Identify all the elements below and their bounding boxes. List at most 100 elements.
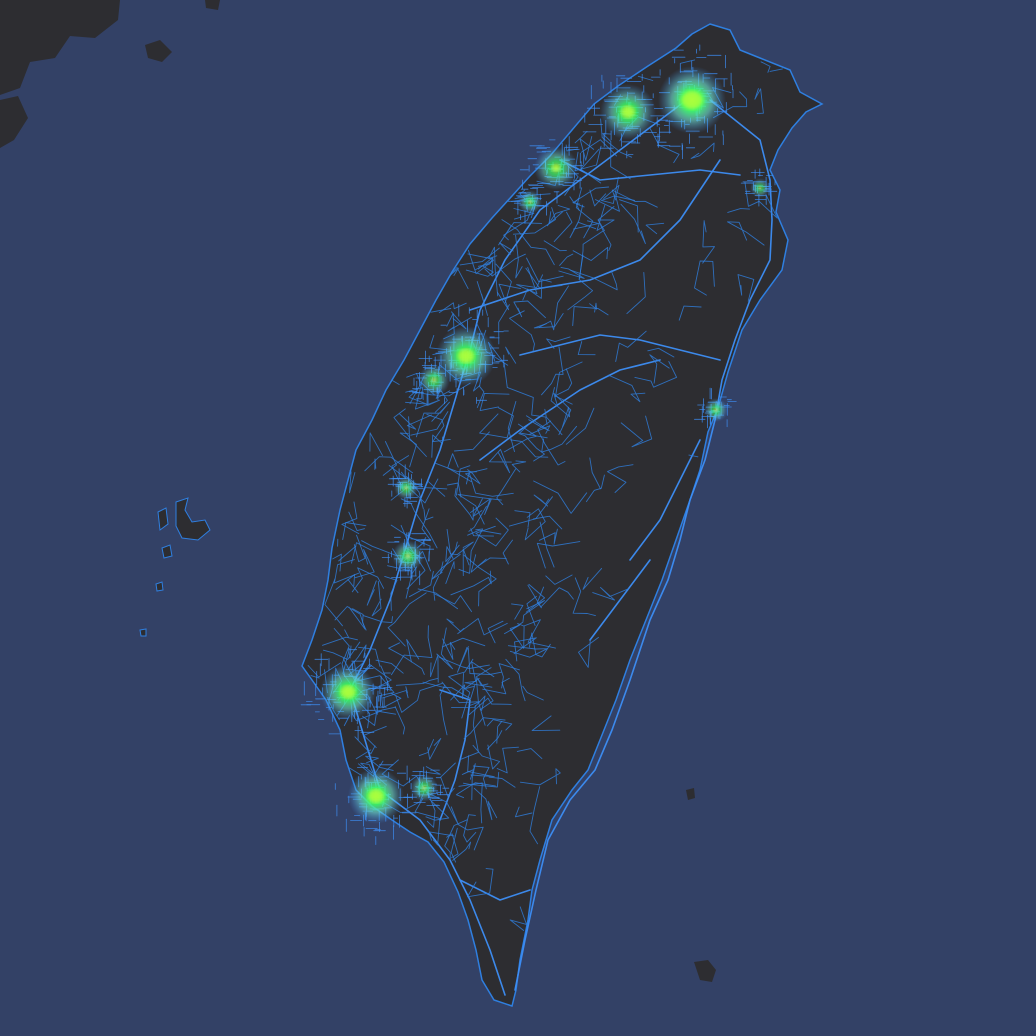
road-segment	[592, 586, 629, 601]
road-segment	[579, 136, 595, 161]
road-segment	[408, 570, 434, 598]
road-segment	[611, 189, 658, 208]
road-segment	[432, 576, 439, 601]
road-segment	[444, 819, 468, 860]
road-segment	[348, 767, 361, 776]
road-segment	[322, 641, 361, 660]
road-segment	[504, 624, 525, 649]
road-segment	[364, 456, 413, 474]
hotspot-yilan	[750, 178, 770, 198]
road-segment	[484, 253, 526, 277]
road-segment	[353, 534, 366, 563]
road-segment	[516, 748, 543, 760]
road-segment	[572, 306, 609, 327]
road-segment	[388, 642, 425, 675]
hotspot-hualien	[704, 398, 728, 422]
road-segment	[615, 330, 647, 362]
road-segment	[514, 99, 773, 991]
road-segment	[380, 692, 402, 709]
road-segment	[395, 677, 439, 686]
road-segment	[338, 545, 357, 562]
road-segment	[472, 744, 501, 770]
road-segment	[499, 242, 514, 255]
road-segment	[607, 464, 634, 493]
road-segment	[487, 620, 504, 644]
road-segment	[458, 528, 484, 574]
road-segment	[702, 220, 715, 264]
road-segment	[578, 636, 599, 668]
road-segment	[418, 739, 435, 757]
road-segment	[441, 681, 481, 706]
road-segment	[462, 548, 470, 577]
road-segment	[354, 736, 376, 755]
road-segment	[455, 465, 471, 496]
road-segment	[426, 791, 436, 828]
road-segment	[362, 615, 393, 624]
road-segment	[554, 361, 583, 398]
road-segment	[575, 203, 585, 211]
road-segment	[509, 310, 535, 352]
road-segment	[513, 300, 546, 319]
road-segment	[553, 392, 572, 436]
road-segment	[544, 408, 563, 436]
road-segment	[589, 189, 607, 207]
hotspot-taoyuan	[600, 84, 656, 140]
road-segment	[375, 659, 404, 674]
road-segment	[608, 374, 646, 403]
road-segment	[434, 593, 473, 613]
hotspot-halo	[704, 398, 728, 422]
road-segment	[573, 220, 599, 230]
road-segment	[451, 695, 486, 712]
road-segment	[572, 186, 610, 205]
road-segment	[574, 130, 588, 144]
road-segment	[637, 75, 654, 81]
hotspot-pingtung	[410, 774, 438, 802]
road-segment	[354, 549, 375, 579]
road-segment	[446, 528, 474, 556]
road-segment	[507, 645, 548, 658]
road-segment	[417, 588, 459, 610]
hotspot-core	[457, 349, 475, 363]
road-segment	[680, 59, 696, 64]
road-segment	[384, 575, 398, 611]
road-segment	[737, 274, 755, 302]
road-segment	[533, 494, 550, 507]
road-segment	[649, 354, 670, 384]
road-segment	[322, 629, 358, 646]
road-segment	[371, 580, 382, 617]
road-segment	[446, 482, 462, 498]
road-segment	[486, 730, 503, 750]
road-segment	[410, 411, 449, 436]
road-segment	[497, 283, 521, 311]
road-segment	[465, 472, 514, 497]
road-segment	[634, 361, 678, 388]
road-segment	[341, 501, 360, 535]
road-segment	[541, 425, 578, 453]
road-segment	[427, 737, 442, 760]
road-segment	[579, 230, 604, 279]
road-segment	[438, 302, 467, 314]
road-segment	[462, 771, 500, 788]
road-segment	[519, 768, 561, 786]
road-segment	[629, 439, 701, 561]
road-segment	[390, 625, 433, 676]
road-segment	[511, 603, 524, 620]
road-segment	[349, 89, 701, 996]
road-segment	[537, 420, 566, 466]
road-segment	[502, 539, 513, 565]
road-segment	[488, 776, 516, 788]
road-segment	[514, 806, 533, 818]
road-segment	[620, 415, 653, 448]
road-segment	[515, 234, 523, 279]
road-segment	[423, 509, 434, 521]
road-segment	[476, 281, 488, 316]
road-segment	[382, 441, 397, 476]
road-segment	[475, 667, 492, 726]
road-segment	[426, 413, 451, 443]
road-segment	[538, 528, 558, 545]
road-segment	[454, 487, 474, 521]
road-segment	[577, 341, 596, 356]
road-segment	[393, 408, 411, 438]
